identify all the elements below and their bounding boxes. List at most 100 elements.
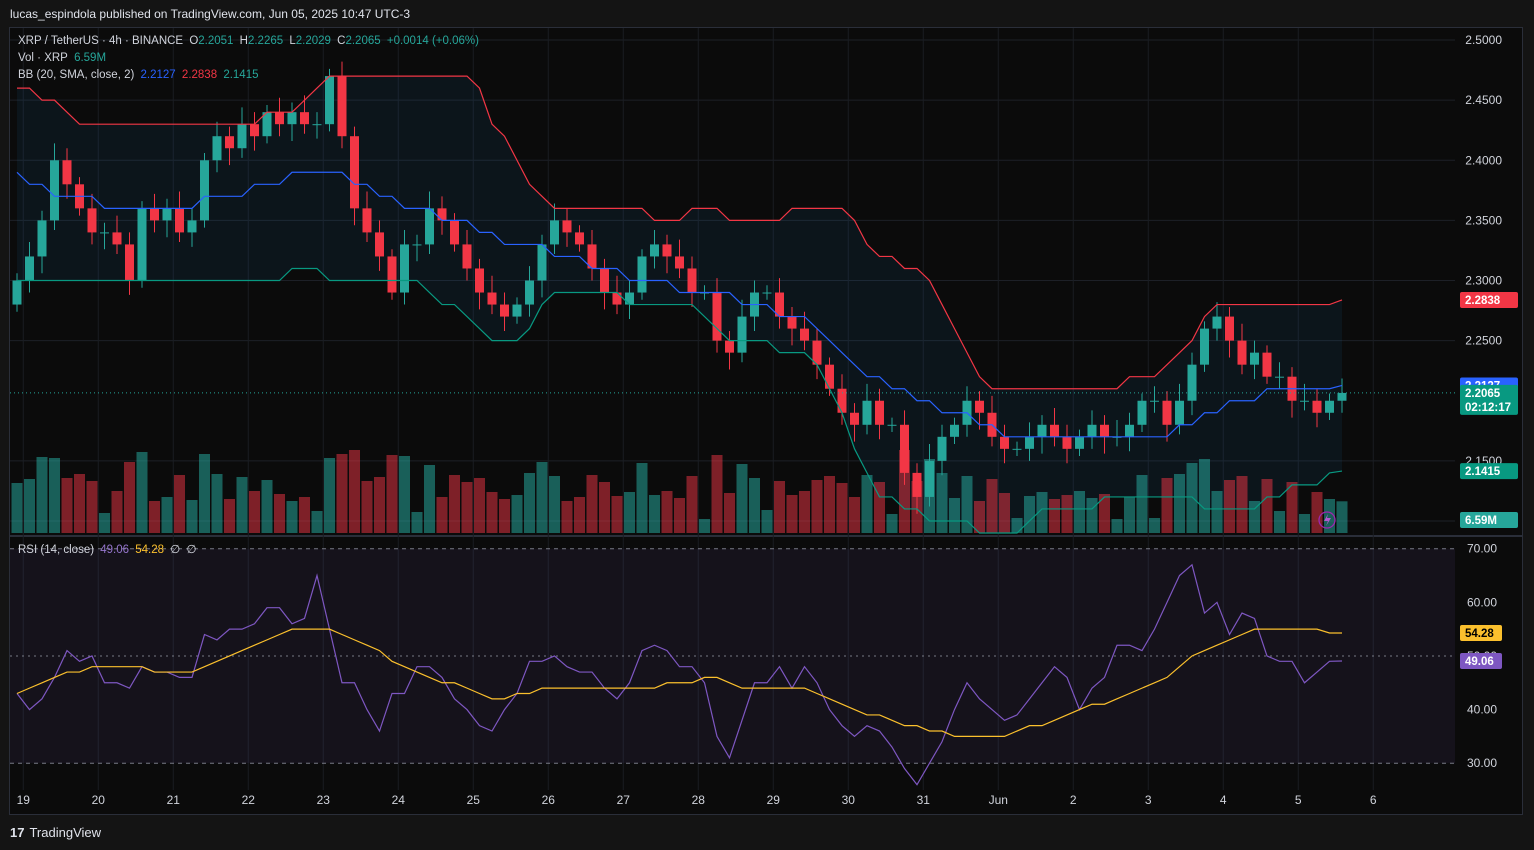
volume-badge[interactable] [1460, 512, 1518, 528]
chart-frame[interactable] [9, 27, 1523, 815]
candle-body[interactable] [462, 244, 472, 269]
candle-body[interactable] [512, 304, 522, 317]
candle-body[interactable] [1187, 364, 1197, 401]
candle-body[interactable] [250, 124, 259, 137]
candle-body[interactable] [1037, 424, 1047, 437]
candle-body[interactable] [475, 268, 484, 293]
candle-body[interactable] [1262, 352, 1272, 377]
candle-body[interactable] [1000, 436, 1009, 449]
bb-label[interactable]: BB (20, SMA, close, 2) [18, 69, 135, 81]
close-price-badge[interactable] [1460, 384, 1518, 415]
candle-body[interactable] [812, 340, 822, 365]
candle-body[interactable] [1150, 400, 1159, 402]
candle-body[interactable] [862, 400, 872, 425]
candle-body[interactable] [350, 136, 359, 209]
candle-body[interactable] [12, 280, 22, 305]
rsi-badge[interactable] [1460, 652, 1502, 669]
candle-body[interactable] [637, 256, 647, 293]
candle-body[interactable] [1175, 400, 1184, 425]
candle-body[interactable] [1050, 424, 1059, 437]
candle-body[interactable] [37, 220, 47, 257]
candle-body[interactable] [375, 232, 384, 257]
candle-body[interactable] [1012, 448, 1022, 450]
candle-body[interactable] [675, 256, 684, 269]
candle-body[interactable] [425, 208, 434, 245]
candle-body[interactable] [850, 412, 859, 425]
candle-body[interactable] [500, 304, 509, 317]
candle-body[interactable] [562, 220, 572, 233]
candle-body[interactable] [362, 208, 372, 233]
candle-body[interactable] [1087, 424, 1097, 437]
lightning-icon[interactable] [1318, 511, 1336, 529]
candle-body[interactable] [900, 424, 909, 473]
candle-body[interactable] [575, 232, 584, 245]
candle-body[interactable] [662, 244, 672, 257]
rsi-label[interactable]: RSI (14, close) [18, 544, 95, 556]
candle-body[interactable] [1250, 352, 1259, 365]
candle-body[interactable] [150, 208, 159, 221]
rsi-ma-badge[interactable] [1460, 625, 1502, 642]
candle-body[interactable] [1125, 424, 1134, 437]
candle-body[interactable] [50, 160, 59, 221]
candle-body[interactable] [762, 292, 772, 294]
candle-body[interactable] [1025, 436, 1034, 449]
candle-body[interactable] [1337, 392, 1347, 401]
candle-body[interactable] [125, 244, 134, 281]
candle-body[interactable] [825, 364, 834, 389]
candle-body[interactable] [262, 112, 272, 137]
candle-body[interactable] [1062, 436, 1072, 449]
candle-body[interactable] [437, 208, 447, 221]
candle-body[interactable] [525, 280, 534, 305]
candle-body[interactable] [25, 256, 34, 281]
candle-body[interactable] [137, 208, 147, 281]
bb-lower-badge[interactable] [1460, 463, 1518, 480]
candle-body[interactable] [487, 292, 497, 305]
candle-body[interactable] [87, 208, 97, 233]
candle-body[interactable] [1212, 316, 1222, 329]
candle-body[interactable] [275, 112, 284, 125]
candle-body[interactable] [737, 316, 747, 353]
candle-body[interactable] [100, 232, 109, 234]
candle-body[interactable] [162, 208, 172, 221]
candle-body[interactable] [550, 220, 559, 245]
candle-body[interactable] [875, 400, 884, 425]
candle-body[interactable] [287, 112, 297, 125]
candle-body[interactable] [975, 400, 984, 413]
candle-body[interactable] [712, 292, 722, 341]
candle-body[interactable] [1137, 400, 1147, 425]
candle-body[interactable] [1200, 328, 1209, 365]
candle-body[interactable] [950, 424, 959, 437]
volume-label[interactable]: Vol · XRP [18, 52, 68, 64]
candle-body[interactable] [1225, 316, 1234, 341]
bb-upper-badge[interactable] [1460, 291, 1518, 308]
candle-body[interactable] [912, 472, 922, 497]
candle-body[interactable] [887, 424, 897, 426]
candle-body[interactable] [1237, 340, 1247, 365]
candle-body[interactable] [412, 244, 422, 246]
candle-body[interactable] [1312, 400, 1322, 413]
candle-body[interactable] [225, 136, 234, 149]
candle-body[interactable] [1325, 400, 1334, 413]
candle-body[interactable] [387, 256, 397, 293]
candle-body[interactable] [112, 232, 122, 245]
candle-body[interactable] [175, 208, 184, 233]
candle-body[interactable] [800, 328, 809, 341]
candle-body[interactable] [587, 244, 597, 269]
symbol-label[interactable]: XRP / TetherUS · 4h · BINANCE [18, 35, 184, 47]
candle-body[interactable] [1300, 400, 1309, 402]
candle-body[interactable] [925, 460, 934, 497]
candle-body[interactable] [200, 160, 209, 221]
candle-body[interactable] [312, 124, 322, 126]
candle-body[interactable] [725, 340, 734, 353]
candle-body[interactable] [187, 220, 197, 233]
footer-brand[interactable]: 17 TradingView [10, 822, 101, 842]
candle-body[interactable] [612, 292, 622, 305]
candle-body[interactable] [687, 268, 697, 293]
candle-body[interactable] [775, 292, 784, 317]
candle-body[interactable] [400, 244, 409, 293]
candle-body[interactable] [300, 112, 309, 125]
candle-body[interactable] [450, 220, 459, 245]
candle-body[interactable] [625, 292, 634, 305]
candle-body[interactable] [650, 244, 659, 257]
